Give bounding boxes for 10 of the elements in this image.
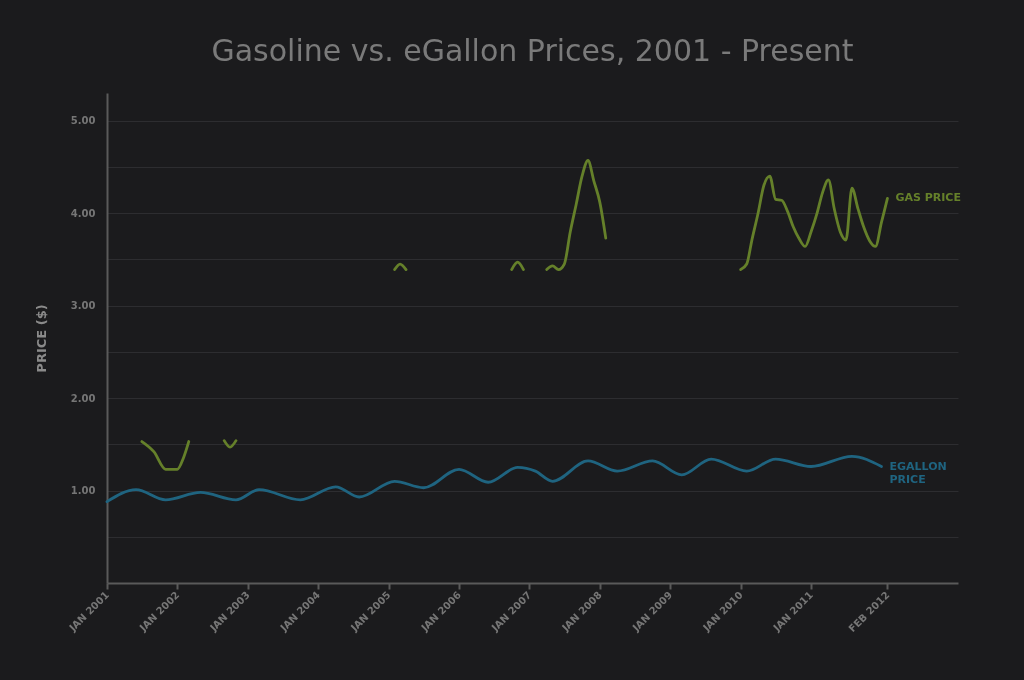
- y-tick-label: 2.00: [70, 392, 96, 404]
- chart-title: Gasoline vs. eGallon Prices, 2001 - Present: [211, 33, 854, 68]
- y-tick-label: 3.00: [70, 300, 96, 312]
- y-tick-label: 5.00: [70, 115, 96, 127]
- series-label: GAS PRICE: [895, 191, 961, 205]
- line-series: [105, 454, 883, 504]
- y-axis-title: PRICE ($): [33, 304, 49, 373]
- y-tick-label: 1.00: [70, 485, 96, 497]
- y-tick-label: 4.00: [70, 207, 96, 219]
- series-label: EGALLON PRICE: [889, 459, 947, 486]
